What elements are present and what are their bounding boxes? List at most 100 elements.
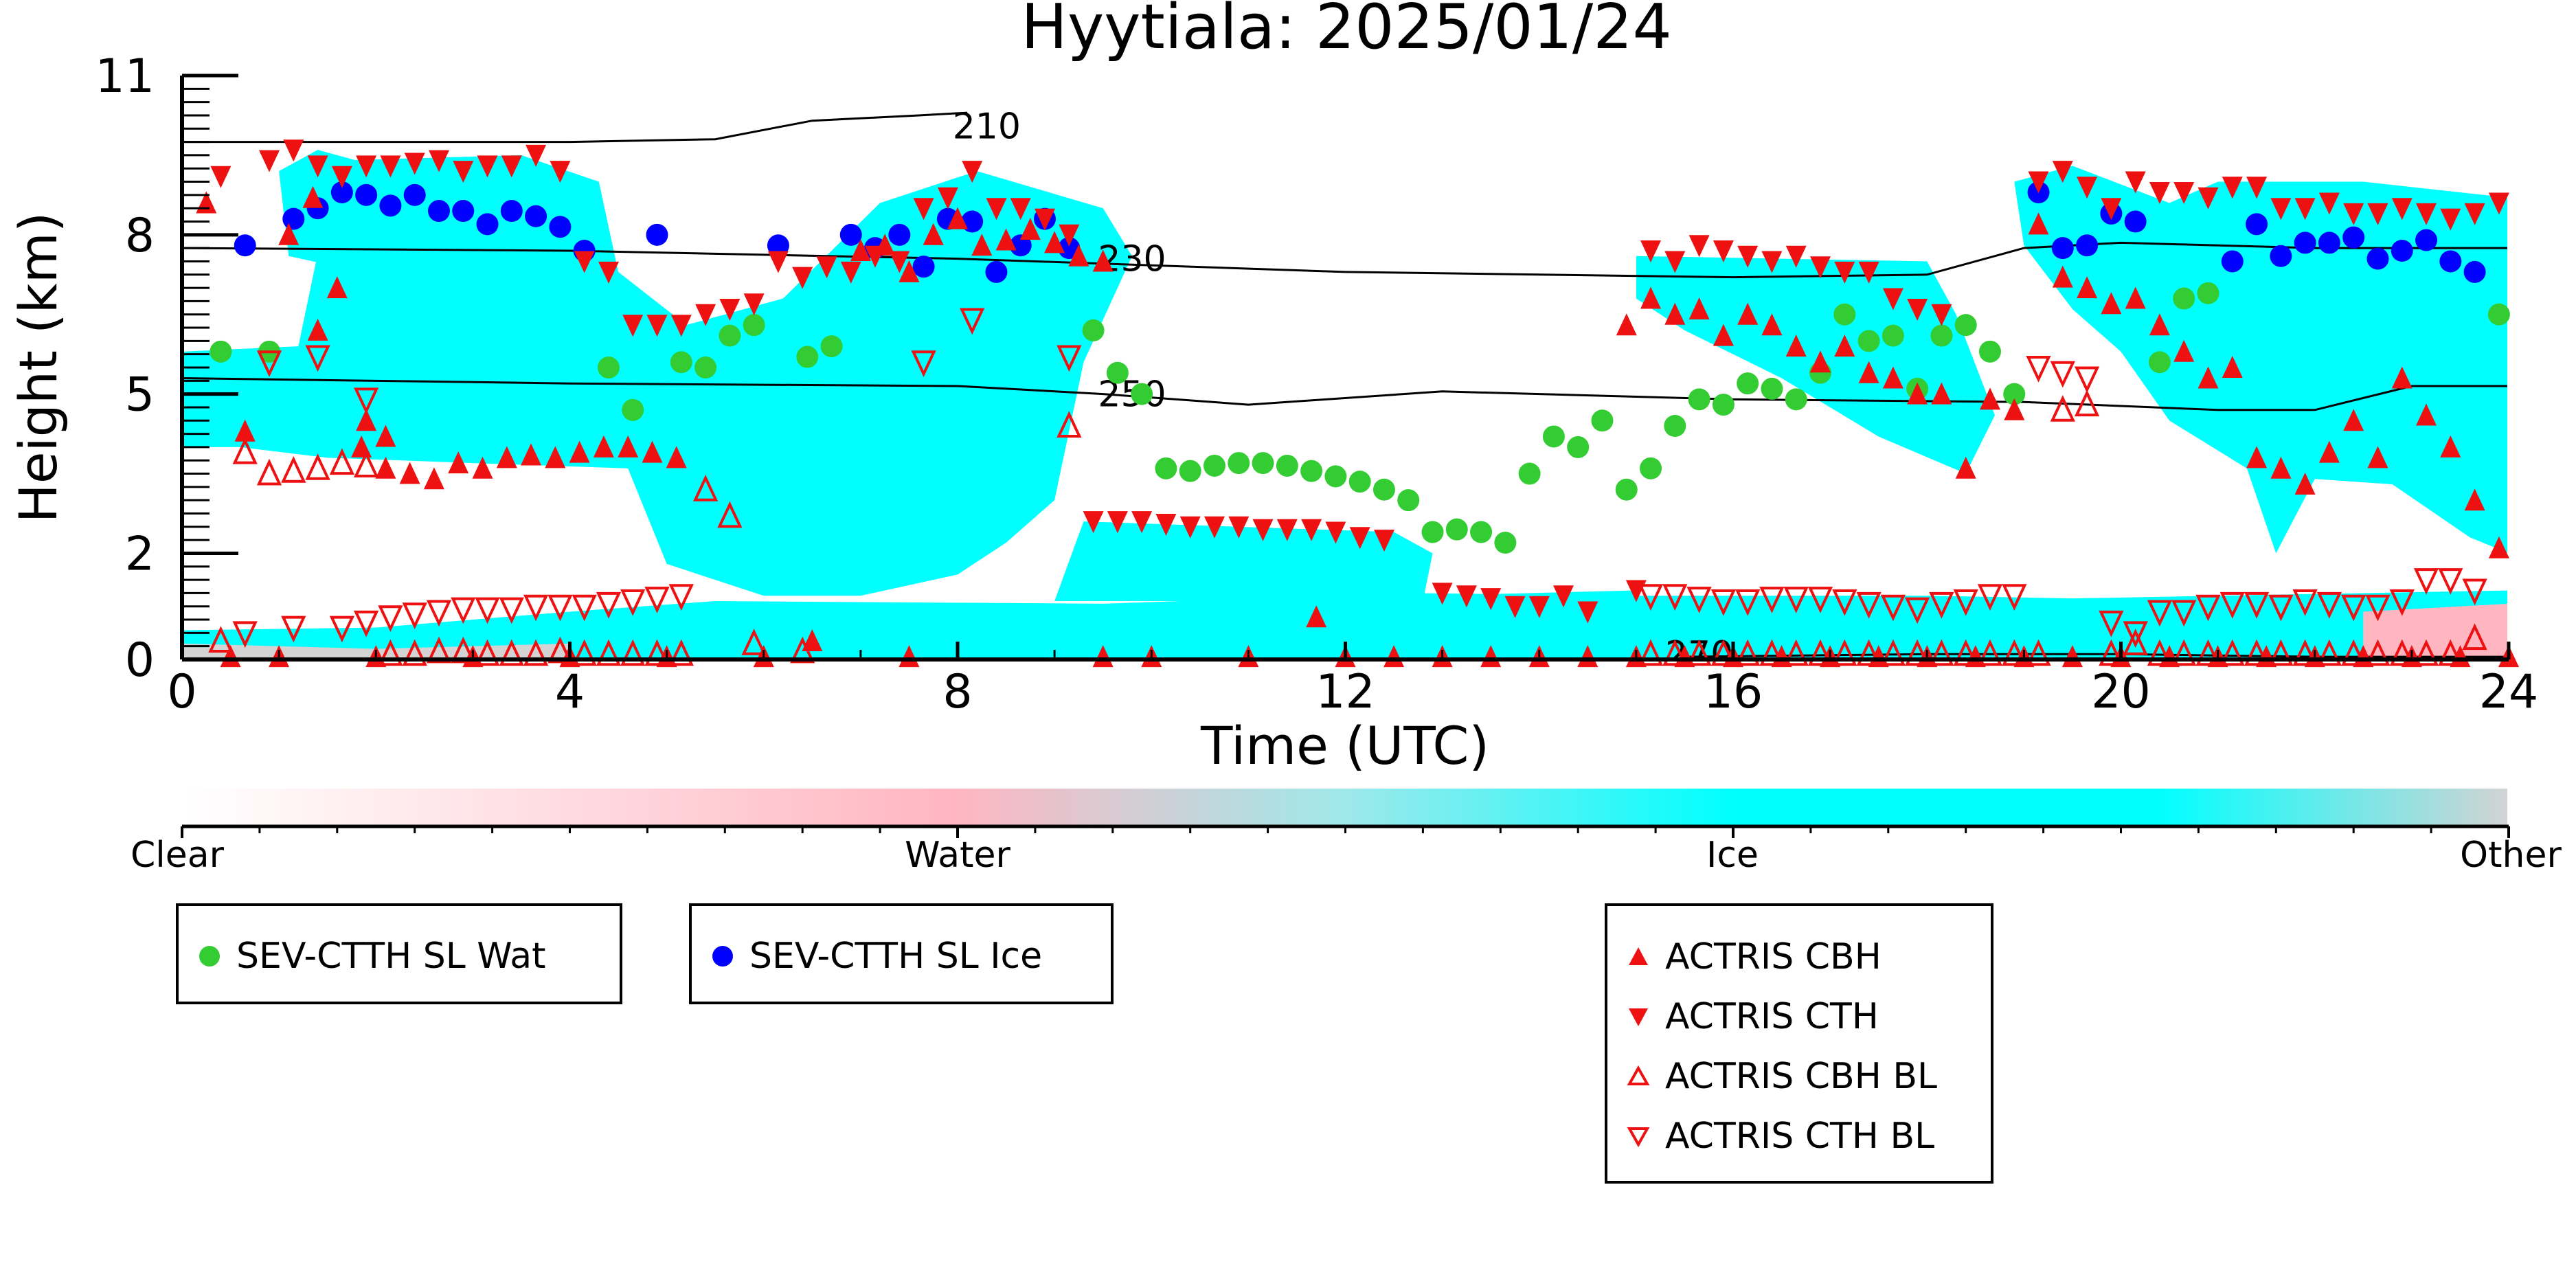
legend-water: SEV-CTTH SL Wat [176,903,622,1004]
marker-actris-cbh-bl [232,437,258,464]
marker-sev-ctth-sl-ice [234,234,256,257]
marker-actris-cth [1688,235,1710,258]
cloud-ice-mid [1054,521,1433,601]
marker-sev-ctth-sl-ice [961,210,984,233]
marker-actris-cbh [642,440,663,463]
marker-actris-cth-bl [2171,600,2197,627]
marker-actris-cth-bl [644,587,670,613]
marker-actris-cbh-bl [353,451,379,477]
marker-actris-cbh [2077,276,2098,299]
marker-actris-cth-bl [1057,345,1082,372]
marker-sev-ctth-sl-wat [1348,471,1371,493]
marker-actris-cth [695,304,716,326]
legend-entry-actris-cth-bl: ACTRIS CTH BL [1627,1116,1934,1157]
marker-actris-cbh-bl [475,639,500,666]
legend-entry-actris-cbh-bl: ACTRIS CBH BL [1627,1056,1937,1097]
marker-actris-cth-bl [1880,594,1906,622]
marker-actris-cbh [423,467,444,490]
marker-actris-cth [501,155,522,178]
marker-sev-ctth-sl-wat [2148,351,2171,374]
marker-actris-cth-bl [329,615,355,643]
marker-sev-ctth-sl-ice [2391,240,2413,262]
marker-sev-ctth-sl-ice [2051,237,2074,260]
marker-actris-cbh [2125,286,2146,309]
marker-sev-ctth-sl-wat [1761,377,1783,400]
marker-actris-cbh [220,645,241,668]
marker-actris-cbh-bl [2026,639,2051,666]
marker-actris-cth-bl [353,387,379,415]
marker-sev-ctth-sl-wat [1978,340,2001,363]
marker-actris-cth [574,251,595,273]
marker-actris-cth [429,150,449,172]
marker-sev-ctth-sl-ice [839,223,862,246]
marker-actris-cth [283,139,304,162]
marker-actris-cth [1010,198,1031,221]
marker-actris-cbh [496,446,517,468]
triangle-down-filled-icon [1629,1008,1648,1026]
marker-actris-cth [913,198,934,221]
marker-actris-cbh [1640,286,1661,309]
marker-actris-cth-bl [378,605,403,632]
marker-actris-cbh [278,223,300,245]
marker-sev-ctth-sl-wat [1518,462,1541,485]
marker-actris-cbh [1044,231,1065,253]
marker-actris-cth-bl [911,350,936,378]
marker-sev-ctth-sl-wat [1567,436,1590,458]
marker-actris-cbh-bl [1807,639,1833,666]
marker-sev-ctth-sl-wat [1688,388,1710,411]
marker-actris-cbh-bl [1662,639,1688,666]
marker-actris-cth-bl [2365,594,2391,622]
marker-sev-ctth-sl-ice [2294,231,2316,254]
marker-actris-cth-bl [1735,589,1761,616]
legend-label-actris-cth-bl: ACTRIS CTH BL [1665,1116,1935,1157]
marker-sev-ctth-sl-wat [1445,518,1468,541]
marker-actris-cbh-bl [402,639,427,666]
marker-actris-cbh-bl [1856,639,1882,666]
marker-actris-cbh-bl [2002,639,2027,666]
marker-actris-cbh [2149,313,2170,336]
marker-actris-cbh-bl [547,636,573,664]
marker-sev-ctth-sl-ice [2366,247,2389,270]
marker-actris-cth-bl [305,345,330,372]
marker-sev-ctth-sl-wat [1833,303,1856,326]
marker-actris-cth [1640,240,1661,262]
marker-actris-cth-bl [2195,594,2221,622]
marker-sev-ctth-sl-wat [622,398,644,421]
marker-actris-cth-bl [2438,568,2463,595]
marker-actris-cth-bl [620,589,646,616]
colorbar-ticks [181,826,2510,838]
marker-actris-cth [2222,177,2243,199]
marker-actris-cbh-bl [668,639,694,666]
triangle-up-filled-icon [1629,947,1648,965]
marker-sev-ctth-sl-wat [2197,282,2219,304]
green-circle-icon [199,946,220,967]
marker-sev-ctth-sl-wat [1203,454,1225,477]
marker-sev-ctth-sl-ice [452,200,475,223]
y-tick-label: 0 [125,633,155,688]
marker-actris-cth [526,144,547,167]
marker-actris-cbh [995,228,1017,251]
marker-actris-cth [1059,224,1080,247]
marker-actris-cbh [1858,361,1879,383]
marker-sev-ctth-sl-wat [1591,409,1614,432]
marker-sev-ctth-sl-ice [379,194,402,217]
marker-sev-ctth-sl-wat [1397,489,1420,512]
marker-actris-cbh [375,456,396,479]
marker-actris-cth [1432,583,1453,605]
marker-actris-cbh [899,645,920,668]
marker-actris-cbh-bl [329,448,355,475]
marker-sev-ctth-sl-wat [1252,452,1274,475]
marker-sev-ctth-sl-ice [525,205,547,227]
marker-actris-cth [1083,511,1104,534]
marker-actris-cbh-bl [1710,639,1737,666]
marker-actris-cth-bl [1807,587,1833,613]
marker-sev-ctth-sl-ice [767,234,789,257]
marker-actris-cbh [2004,398,2025,420]
marker-actris-cbh-bl [1880,639,1906,666]
marker-actris-cth-bl [572,594,597,622]
legend-entry-actris-cbh: ACTRIS CBH [1627,936,1882,978]
marker-actris-cbh [472,456,493,479]
marker-sev-ctth-sl-wat [1106,361,1129,384]
marker-actris-cth [1834,261,1855,284]
marker-actris-cbh-bl [572,639,597,666]
